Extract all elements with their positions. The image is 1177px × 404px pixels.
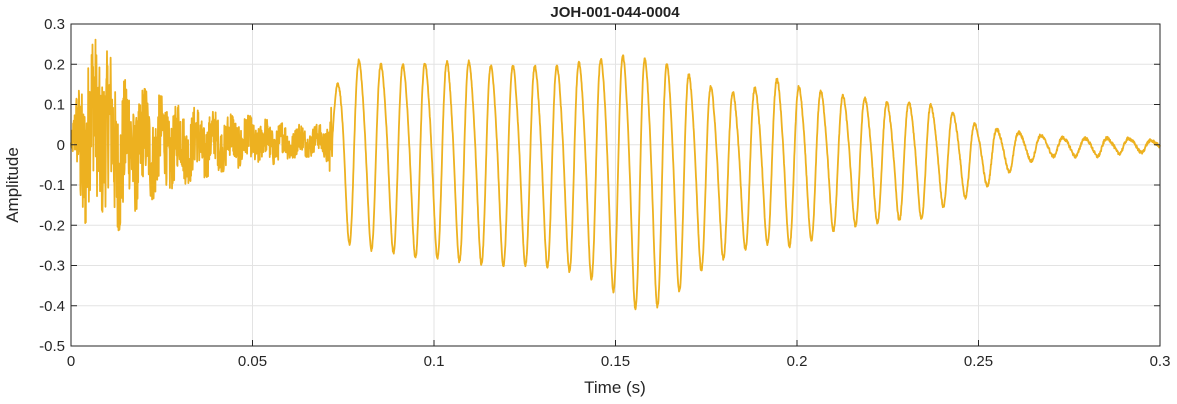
tick-marks (70, 23, 1161, 347)
y-tick-label: -0.3 (39, 258, 65, 275)
signal-layer (70, 38, 1161, 311)
x-tick-labels: 0 0.05 0.1 0.15 0.2 0.25 0.3 (67, 353, 1171, 370)
y-axis-label: Amplitude (3, 147, 22, 223)
x-tick-label: 0.2 (787, 353, 808, 370)
y-tick-label: -0.5 (39, 338, 65, 355)
x-tick-label: 0.15 (601, 353, 630, 370)
y-tick-label: -0.1 (39, 177, 65, 194)
x-tick-label: 0.05 (238, 353, 267, 370)
x-tick-label: 0 (67, 353, 75, 370)
x-tick-label: 0.25 (964, 353, 993, 370)
y-tick-label: -0.2 (39, 217, 65, 234)
y-tick-labels: -0.5 -0.4 -0.3 -0.2 -0.1 0 0.1 0.2 0.3 (39, 16, 65, 355)
x-tick-label: 0.3 (1150, 353, 1171, 370)
y-tick-label: 0.1 (44, 97, 65, 114)
waveform-line (70, 38, 1161, 311)
x-tick-label: 0.1 (424, 353, 445, 370)
y-tick-label: 0 (57, 137, 65, 154)
chart-title: JOH-001-044-0004 (550, 4, 680, 21)
grid-lines (70, 23, 1161, 347)
y-tick-label: 0.2 (44, 56, 65, 73)
x-axis-label: Time (s) (584, 378, 646, 397)
y-tick-label: 0.3 (44, 16, 65, 33)
y-tick-label: -0.4 (39, 298, 65, 315)
